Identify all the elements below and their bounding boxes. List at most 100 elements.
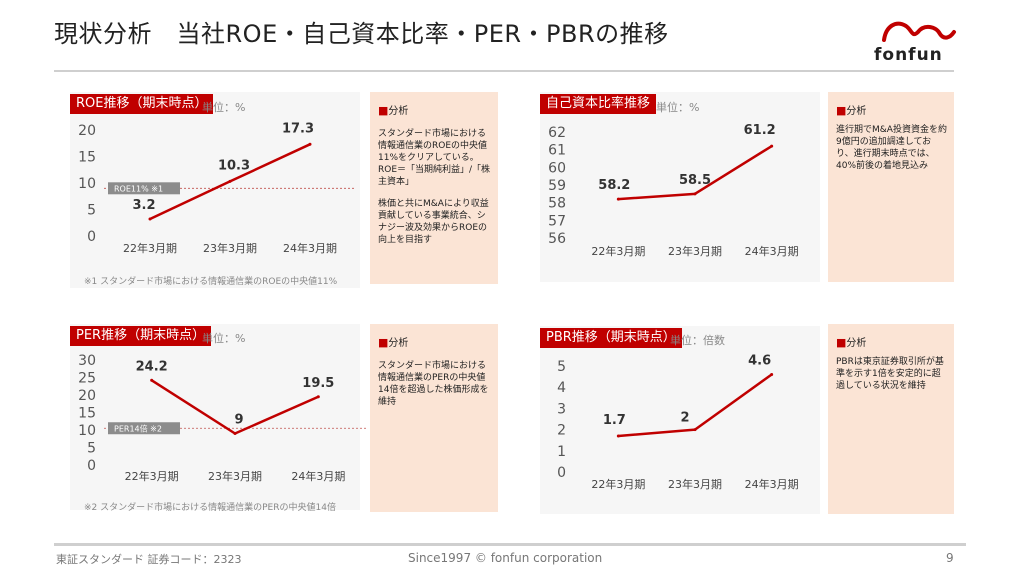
- roe-chart-tag: ROE推移（期末時点）: [70, 94, 214, 114]
- roe-reference-label: ROE11% ※1: [114, 184, 163, 193]
- per-unit-label: 単位：%: [202, 332, 246, 345]
- per-analysis-box: ■分析 スタンダード市場における情報通信業のPERの中央値14倍を超過した株価形…: [370, 324, 498, 512]
- pbr-unit-label: 単位：倍数: [670, 334, 725, 347]
- footer-divider: [54, 543, 966, 546]
- pbr-category-label: 24年3月期: [745, 477, 799, 491]
- pbr-analysis-heading: ■分析: [836, 334, 866, 349]
- roe-y-tick-label: 15: [78, 150, 96, 166]
- per-panel: [70, 324, 360, 510]
- equity-category-label: 23年3月期: [668, 244, 722, 258]
- equity-y-tick-label: 59: [548, 178, 566, 194]
- equity-data-point: [770, 144, 774, 148]
- equity-y-tick-label: 58: [548, 196, 566, 212]
- pbr-data-label: 1.7: [603, 413, 626, 428]
- roe-unit-label: 単位：%: [202, 101, 246, 114]
- per-y-tick-label: 0: [87, 458, 96, 474]
- pbr-y-tick-label: 4: [557, 380, 566, 396]
- roe-analysis-text-2: 株価と共にM&Aにより収益貢献している事業統合、シナジー波及効果からROEの向上…: [378, 199, 489, 245]
- per-analysis-text: スタンダード市場における情報通信業のPERの中央値14倍を超過した株価形成を維持: [378, 361, 489, 407]
- equity-y-tick-label: 61: [548, 143, 566, 159]
- per-category-label: 23年3月期: [208, 469, 262, 483]
- square-bullet-icon: ■: [836, 104, 847, 117]
- equity-data-point: [693, 192, 697, 196]
- pbr-category-label: 23年3月期: [668, 477, 722, 491]
- pbr-data-point: [616, 434, 620, 438]
- per-data-point: [233, 432, 237, 435]
- pbr-y-tick-label: 2: [557, 423, 566, 439]
- pbr-analysis-text: PBRは東京証券取引所が基準を示す1倍を安定的に超過している状況を維持: [836, 357, 944, 391]
- equity-data-label: 61.2: [744, 123, 776, 138]
- per-y-tick-label: 15: [78, 406, 96, 422]
- footer-stock-code: 東証スタンダード 証券コード：2323: [56, 553, 242, 566]
- per-data-label: 24.2: [136, 359, 168, 374]
- roe-analysis-heading: ■分析: [378, 102, 408, 117]
- company-logo: fonfun: [866, 8, 960, 66]
- per-y-tick-label: 20: [78, 388, 96, 404]
- per-data-point: [316, 395, 320, 399]
- equity-data-label: 58.2: [598, 178, 630, 193]
- equity-y-tick-label: 57: [548, 213, 566, 229]
- per-y-tick-label: 25: [78, 371, 96, 387]
- roe-data-point: [148, 217, 152, 221]
- footer-copyright: Since1997 © fonfun corporation: [408, 551, 603, 565]
- page-number: 9: [946, 551, 954, 565]
- roe-y-tick-label: 10: [78, 176, 96, 192]
- per-reference-label: PER14倍 ※2: [114, 423, 162, 433]
- per-category-label: 22年3月期: [125, 469, 179, 483]
- per-category-label: 24年3月期: [291, 469, 345, 483]
- pbr-y-tick-label: 5: [557, 359, 566, 375]
- roe-data-point: [308, 142, 312, 146]
- per-footnote: ※2 スタンダード市場における情報通信業のPERの中央値14倍: [84, 503, 336, 513]
- pbr-series-line: [618, 373, 773, 438]
- roe-y-tick-label: 5: [87, 203, 96, 219]
- roe-footnote: ※1 スタンダード市場における情報通信業のROEの中央値11%: [84, 277, 338, 287]
- roe-category-label: 22年3月期: [123, 241, 177, 255]
- per-data-label: 19.5: [302, 376, 334, 391]
- equity-category-label: 22年3月期: [591, 244, 645, 258]
- equity-data-label: 58.5: [679, 173, 711, 188]
- pbr-chart: 0 1 2 3 4 5 1.7 2 4.6 22年3月期 23年3月期 24年3月期: [540, 353, 820, 503]
- square-bullet-icon: ■: [836, 336, 847, 349]
- equity-category-label: 24年3月期: [745, 244, 799, 258]
- per-data-point: [150, 378, 154, 382]
- roe-y-tick-label: 20: [78, 123, 96, 139]
- per-y-tick-label: 30: [78, 353, 96, 369]
- roe-data-point: [228, 179, 232, 183]
- pbr-y-tick-label: 3: [557, 401, 566, 417]
- pbr-data-point: [693, 428, 697, 432]
- pbr-panel: [540, 326, 820, 514]
- per-analysis-heading-text: 分析: [388, 338, 409, 349]
- equity-panel: [540, 92, 820, 282]
- roe-data-label: 3.2: [132, 198, 155, 213]
- pbr-analysis-box: ■分析 PBRは東京証券取引所が基準を示す1倍を安定的に超過している状況を維持: [828, 324, 954, 514]
- equity-y-tick-label: 60: [548, 160, 566, 176]
- pbr-y-tick-label: 1: [557, 444, 566, 460]
- roe-data-label: 17.3: [282, 121, 314, 136]
- per-analysis-heading: ■分析: [378, 334, 408, 349]
- per-reference-label-bg: [108, 422, 180, 435]
- roe-category-label: 23年3月期: [203, 241, 257, 255]
- roe-reference-label-bg: [108, 182, 180, 195]
- roe-data-label: 10.3: [218, 158, 250, 173]
- equity-analysis-heading: ■分析: [836, 102, 866, 117]
- pbr-category-label: 22年3月期: [591, 477, 645, 491]
- pbr-data-label: 4.6: [748, 353, 771, 368]
- logo-text: fonfun: [874, 45, 943, 65]
- roe-category-label: 24年3月期: [283, 241, 337, 255]
- page-title: 現状分析 当社ROE・自己資本比率・PER・PBRの推移: [54, 20, 669, 48]
- equity-y-tick-label: 56: [548, 231, 566, 247]
- roe-analysis-heading-text: 分析: [388, 106, 409, 117]
- equity-analysis-text: 進行期でM&A投資資金を約9億円の追加調達しており、進行期末時点では、40%前後…: [836, 125, 947, 171]
- roe-chart: 0 5 10 15 20 ROE11% ※1 3.2 10.3 17.3 22年3月期 23年3月期…: [70, 118, 360, 272]
- pbr-y-tick-label: 0: [557, 465, 566, 481]
- roe-y-tick-label: 0: [87, 229, 96, 245]
- equity-chart: 56 57 58 59 60 61 62 58.2 58.5 61.2 22年3月期 23年3月期 24…: [540, 118, 820, 272]
- pbr-data-label: 2: [680, 411, 689, 426]
- square-bullet-icon: ■: [378, 104, 389, 117]
- per-y-tick-label: 10: [78, 423, 96, 439]
- pbr-chart-tag: PBR推移（期末時点）: [540, 328, 682, 348]
- equity-analysis-box: ■分析 進行期でM&A投資資金を約9億円の追加調達しており、進行期末時点では、4…: [828, 92, 954, 282]
- title-divider: [54, 70, 954, 72]
- equity-unit-label: 単位：%: [656, 101, 700, 114]
- pbr-data-point: [770, 372, 774, 376]
